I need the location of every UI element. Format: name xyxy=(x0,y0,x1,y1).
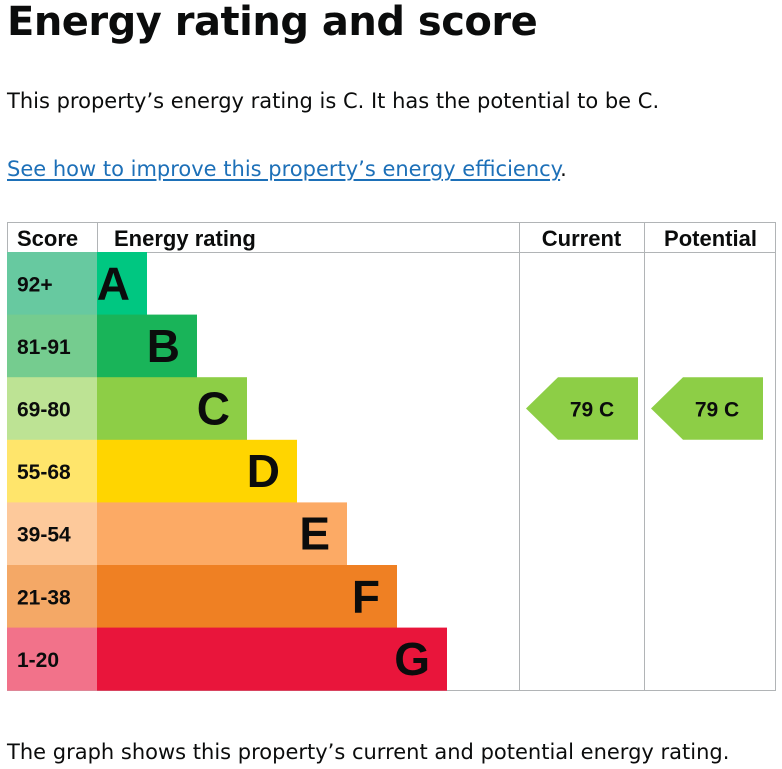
current-rating-label: 79 C xyxy=(570,399,614,422)
rating-bar-f xyxy=(97,565,397,629)
score-cell-g xyxy=(7,627,97,691)
page-title: Energy rating and score xyxy=(7,0,538,45)
score-cell-f xyxy=(7,565,97,629)
header-score: Score xyxy=(17,226,78,251)
header-potential: Potential xyxy=(664,226,757,251)
score-label-d: 55-68 xyxy=(17,461,71,484)
score-cell-c xyxy=(7,377,97,441)
score-cell-a xyxy=(7,252,97,316)
score-label-g: 1-20 xyxy=(17,649,59,672)
rating-bar-e xyxy=(97,502,347,566)
link-suffix: . xyxy=(560,157,567,181)
rating-letter-f: F xyxy=(352,570,380,622)
chart-description: The graph shows this property’s current … xyxy=(7,740,730,764)
improve-efficiency-link[interactable]: See how to improve this property’s energ… xyxy=(7,157,561,181)
chart-border xyxy=(7,222,776,691)
rating-summary: This property’s energy rating is C. It h… xyxy=(7,89,660,113)
rating-letter-a: A xyxy=(97,257,130,309)
rating-bar-a xyxy=(97,252,147,316)
header-current: Current xyxy=(542,226,622,251)
rating-bar-g xyxy=(97,627,447,691)
rating-bar-b xyxy=(97,314,197,378)
rating-letter-d: D xyxy=(247,445,280,497)
chart-header-row: Score Energy rating Current Potential xyxy=(17,226,757,251)
score-label-c: 69-80 xyxy=(17,399,71,422)
rating-letter-b: B xyxy=(147,320,180,372)
rating-letter-c: C xyxy=(197,383,230,435)
potential-rating-arrow xyxy=(651,377,763,440)
potential-rating-label: 79 C xyxy=(695,399,739,422)
score-cell-e xyxy=(7,502,97,566)
score-label-a: 92+ xyxy=(17,273,53,296)
rating-bar-d xyxy=(97,439,297,503)
rating-letter-e: E xyxy=(299,508,330,560)
score-cell-b xyxy=(7,314,97,378)
score-label-e: 39-54 xyxy=(17,524,71,547)
header-energy-rating: Energy rating xyxy=(114,226,256,251)
score-label-f: 21-38 xyxy=(17,586,71,609)
improve-paragraph: See how to improve this property’s energ… xyxy=(7,154,567,184)
rating-bar-c xyxy=(97,377,247,441)
chart-markers: 79 C 79 C xyxy=(526,377,763,440)
chart-grid xyxy=(7,222,776,691)
current-rating-arrow xyxy=(526,377,638,440)
score-label-b: 81-91 xyxy=(17,336,71,359)
chart-bands: 92+ A 81-91 B 69-80 C 55-68 D 39-54 E 21-38 F 1-20 G xyxy=(7,252,447,691)
rating-letter-g: G xyxy=(394,633,430,685)
score-cell-d xyxy=(7,439,97,503)
